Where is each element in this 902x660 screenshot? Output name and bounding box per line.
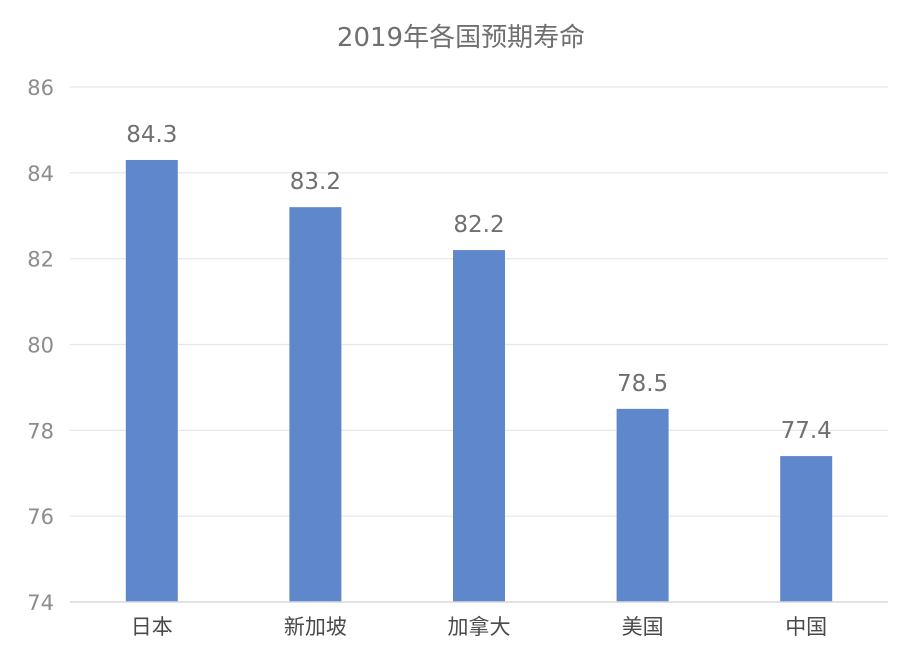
category-label: 美国 [622, 615, 664, 639]
bar [616, 408, 669, 602]
chart-title: 2019年各国预期寿命 [337, 23, 585, 53]
y-tick-label: 78 [27, 419, 54, 443]
y-tick-label: 84 [27, 162, 54, 186]
x-axis-categories: 日本 新加坡 加拿大 美国 中国 [131, 615, 827, 639]
bar [453, 250, 505, 603]
y-tick-label: 86 [27, 76, 54, 100]
bars [125, 159, 833, 603]
bar [125, 159, 178, 603]
y-tick-label: 76 [27, 505, 54, 529]
category-label: 中国 [785, 615, 827, 639]
bar [780, 456, 833, 602]
y-tick-label: 82 [27, 248, 54, 272]
category-label: 加拿大 [448, 615, 511, 639]
category-label: 新加坡 [284, 615, 347, 639]
data-labels: 84.3 83.2 82.2 78.5 77.4 [126, 122, 832, 444]
bar [289, 207, 342, 602]
bar-value-label: 83.2 [290, 169, 341, 195]
category-label: 日本 [131, 615, 173, 639]
bar-value-label: 82.2 [453, 212, 504, 238]
y-tick-label: 74 [27, 591, 54, 615]
bar-value-label: 78.5 [617, 371, 668, 397]
bar-value-label: 77.4 [781, 418, 832, 444]
bar-value-label: 84.3 [126, 122, 177, 148]
y-tick-label: 80 [27, 334, 54, 358]
y-axis-ticks: 74 76 78 80 82 84 86 [27, 76, 54, 615]
